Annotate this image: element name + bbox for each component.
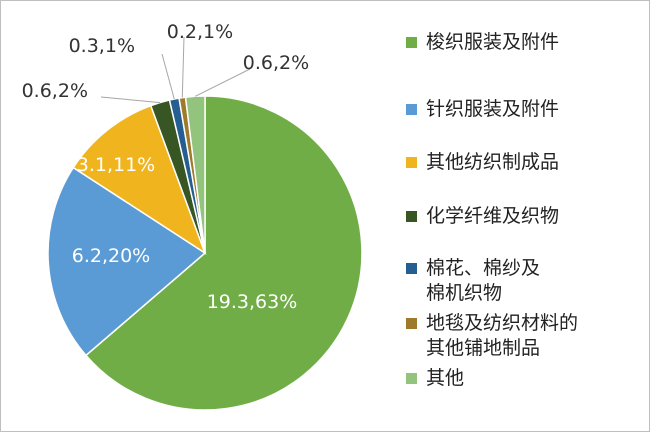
- data-label: 6.2,20%: [72, 245, 151, 267]
- legend-label: 其他: [426, 367, 465, 389]
- legend-swatch: [406, 211, 417, 222]
- legend-label: 梭织服装及附件: [426, 31, 560, 53]
- legend-label: 地毯及纺织材料的 其他铺地制品: [426, 312, 579, 359]
- pie-slice: [84, 95, 363, 411]
- pie-slices: [47, 95, 363, 411]
- data-label: 3.1,11%: [77, 154, 156, 176]
- data-label: 0.3,1%: [69, 35, 135, 57]
- leader-line: [161, 53, 175, 100]
- legend-label: 其他纺织制成品: [426, 151, 560, 173]
- legend-label: 棉花、棉纱及 棉机织物: [426, 257, 541, 304]
- legend-swatch: [406, 157, 417, 168]
- legend-swatch: [406, 373, 417, 384]
- leader-line: [100, 96, 161, 104]
- legend-swatch: [406, 263, 417, 274]
- legend-label: 针织服装及附件: [426, 98, 560, 120]
- data-label: 0.6,2%: [243, 52, 309, 74]
- leader-line: [195, 68, 251, 97]
- pie-slice: [72, 104, 207, 255]
- data-labels: 19.3,63% 6.2,20% 3.1,11% 0.6,2% 0.3,1% 0.2,1%…: [22, 21, 310, 313]
- pie-slice: [47, 166, 207, 357]
- legend-swatch: [406, 104, 417, 115]
- leader-line: [181, 36, 185, 98]
- data-label: 0.6,2%: [22, 80, 88, 102]
- legend-label: 化学纤维及织物: [426, 205, 560, 227]
- data-label: 19.3,63%: [207, 291, 298, 313]
- data-label: 0.2,1%: [167, 21, 233, 43]
- legend-swatch: [406, 318, 417, 329]
- leader-lines: [100, 36, 251, 104]
- legend-swatch: [406, 37, 417, 48]
